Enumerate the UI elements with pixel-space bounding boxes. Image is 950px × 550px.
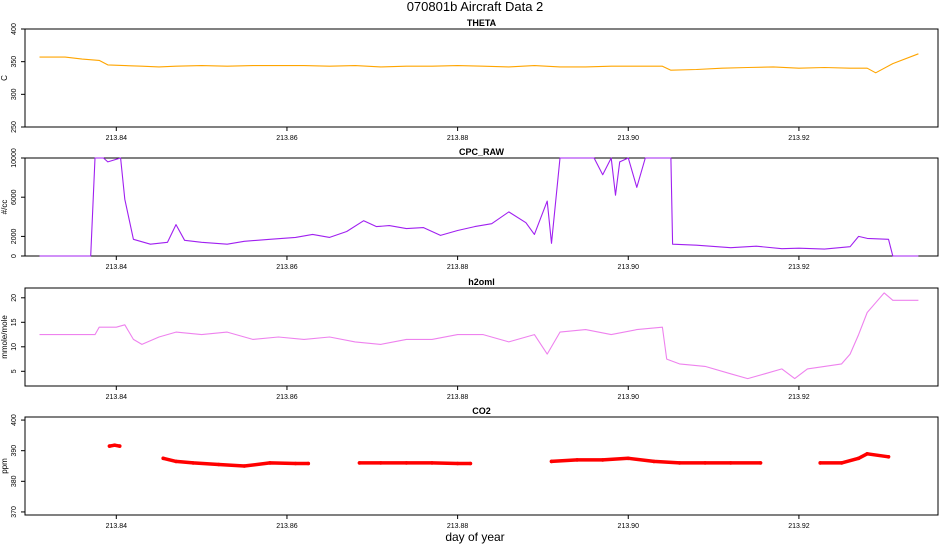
panel1-y-tick-label: 250: [11, 121, 18, 133]
panel1-series-line: [39, 53, 919, 74]
panel4-data-point: [430, 461, 434, 465]
panel4-series-segment: [818, 452, 891, 465]
panel2-x-tick-label: 213.86: [276, 264, 298, 271]
panel2-x-tick-label: 213.90: [618, 264, 640, 271]
panel4-data-point: [886, 455, 891, 459]
panel4-data-point: [728, 461, 733, 465]
panel3-y-axis-label: mmole/mole: [0, 315, 9, 359]
panel4-data-point: [865, 452, 869, 456]
panel4-data-point: [652, 459, 656, 464]
panel1-x-tick-label: 213.92: [788, 135, 810, 142]
panel1-x-tick-label: 213.90: [618, 135, 640, 142]
panel1-x-tick-label: 213.84: [106, 135, 128, 142]
panel1-x-tick-label: 213.88: [447, 135, 469, 142]
panel4-series-segment: [161, 456, 311, 468]
panel3-x-tick-label: 213.92: [788, 394, 810, 401]
panel2-y-axis-label: #/cc: [0, 200, 9, 215]
panel2-x-tick-label: 213.84: [106, 264, 128, 271]
panel4-y-tick-label: 400: [11, 414, 18, 426]
panel3-y-tick-label: 15: [11, 318, 18, 326]
panel1-title: THETA: [467, 18, 497, 28]
panel1-y-axis-label: C: [0, 75, 9, 81]
chart-title: 070801b Aircraft Data 2: [406, 0, 544, 14]
panel4-x-tick-label: 213.92: [788, 523, 810, 530]
panel4-x-tick-label: 213.88: [447, 523, 469, 530]
panel1-frame: [24, 28, 939, 128]
panel4-data-point: [191, 461, 195, 465]
panel2-frame: [24, 157, 939, 257]
panel4-x-tick-label: 213.86: [276, 523, 298, 530]
panel3-x-tick-label: 213.90: [618, 394, 640, 401]
panel3-y-tick-label: 5: [11, 369, 18, 373]
panel4-data-point: [174, 459, 178, 464]
panel4-data-point: [549, 459, 554, 464]
panel4-data-point: [306, 461, 311, 466]
panel4-data-point: [404, 461, 409, 465]
panel4-data-point: [758, 461, 763, 465]
panel3-x-tick-label: 213.86: [276, 394, 298, 401]
panel3-y-tick-label: 20: [11, 294, 18, 302]
panel4-data-point: [216, 462, 221, 467]
panel4-data-point: [357, 461, 362, 465]
panel4-y-tick-label: 390: [11, 445, 18, 457]
panel4-data-point: [107, 444, 112, 448]
panel4-data-point: [626, 456, 631, 461]
panel3-frame: [24, 287, 939, 387]
panel2-y-tick-label: 0: [11, 254, 18, 258]
panel4-frame: [24, 416, 939, 516]
panel1-y-tick-label: 400: [11, 23, 18, 35]
panel4-y-tick-label: 380: [11, 475, 18, 487]
panel1-y-tick-label: 350: [11, 56, 18, 68]
panel4-data-point: [818, 461, 822, 465]
panel4-data-point: [468, 461, 473, 466]
panel1-y-tick-label: 300: [11, 88, 18, 100]
panel3-x-tick-label: 213.88: [447, 394, 469, 401]
panel2-series-line: [39, 157, 919, 257]
panel4-data-point: [117, 444, 122, 448]
panel2-y-tick-label: 2000: [11, 229, 18, 245]
panel4-title: CO2: [472, 406, 491, 416]
panel4-data-point: [575, 458, 579, 462]
x-axis-title: day of year: [445, 530, 505, 544]
panel2-x-tick-label: 213.88: [447, 264, 469, 271]
panel4-data-point: [856, 456, 861, 461]
panel2-x-tick-label: 213.92: [788, 264, 810, 271]
panel4-data-point: [379, 461, 383, 465]
panel2-title: CPC_RAW: [459, 147, 505, 157]
panel2-y-tick-label: 6000: [11, 189, 18, 205]
panel4-y-axis-label: ppm: [0, 458, 9, 474]
panel4-data-point: [268, 461, 272, 465]
panel4-y-tick-label: 370: [11, 506, 18, 518]
panel2-y-tick-label: 10000: [11, 148, 18, 168]
panel4-data-point: [242, 464, 247, 468]
panel4-x-tick-label: 213.90: [618, 523, 640, 530]
panel4-x-tick-label: 213.84: [106, 523, 128, 530]
panel3-series-line: [39, 292, 919, 380]
panel1-x-tick-label: 213.86: [276, 135, 298, 142]
panel4-data-point: [839, 461, 844, 465]
panel4-data-point: [600, 458, 605, 462]
panel3-y-tick-label: 10: [11, 343, 18, 351]
panel4-series-segment: [357, 461, 473, 466]
panel4-data-point: [112, 443, 117, 448]
panel3-title: h2oml: [468, 277, 495, 287]
panel4-data-point: [677, 461, 682, 465]
panel3-x-tick-label: 213.84: [106, 394, 128, 401]
panel4-data-point: [161, 456, 165, 461]
panel4-data-point: [455, 461, 460, 466]
panel4-data-point: [293, 461, 298, 466]
panel4-data-point: [703, 461, 707, 465]
